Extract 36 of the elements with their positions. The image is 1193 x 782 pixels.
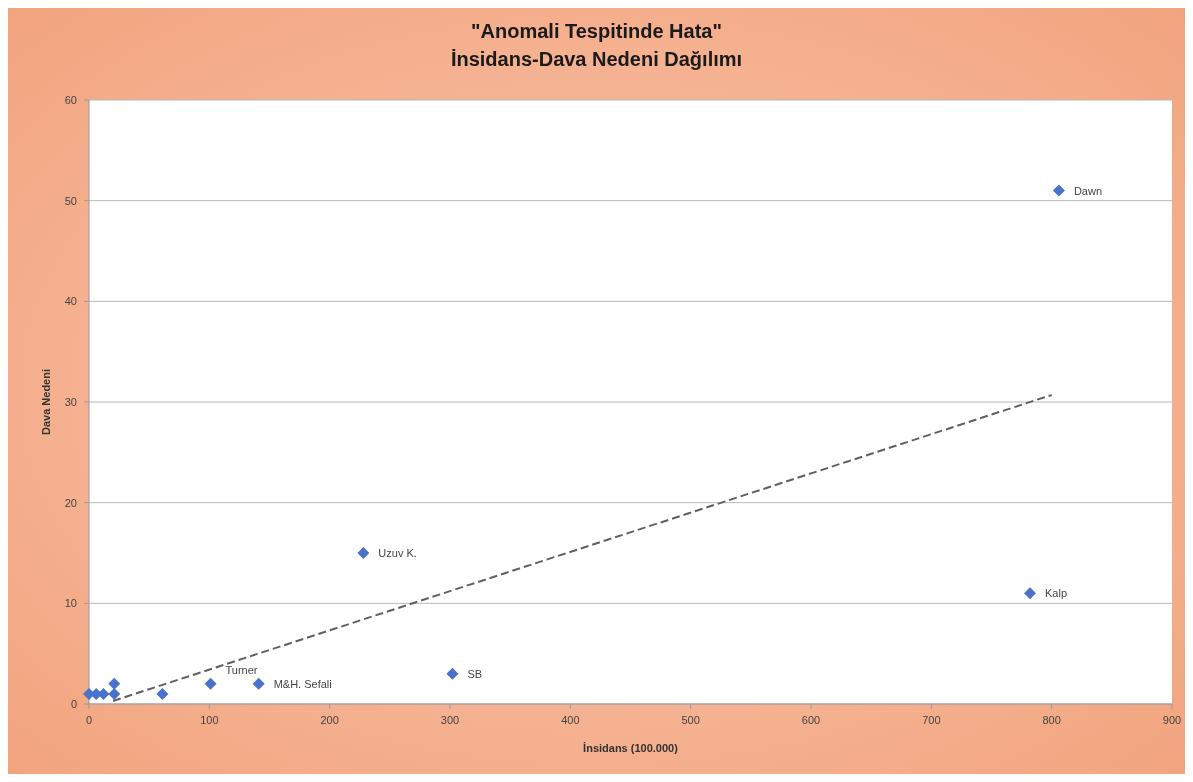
point bbox=[1052, 184, 1065, 197]
x-tick-label: 800 bbox=[1042, 714, 1061, 726]
x-tick-label: 600 bbox=[801, 714, 821, 726]
x-tick-label: 100 bbox=[200, 714, 219, 726]
annotation: Uzuv K. bbox=[378, 547, 417, 559]
point bbox=[108, 687, 121, 700]
chart-title: "Anomali Tespitinde Hata" bbox=[471, 20, 722, 42]
x-tick-label: 200 bbox=[320, 714, 339, 726]
point bbox=[108, 677, 121, 690]
point bbox=[252, 677, 265, 690]
y-tick-label: 50 bbox=[64, 194, 77, 207]
y-tick-label: 60 bbox=[64, 94, 77, 106]
point bbox=[446, 667, 459, 680]
annotation: M&H. Sefali bbox=[273, 677, 332, 690]
x-axis-title: İnsidans (100.000) bbox=[583, 742, 679, 754]
x-tick-label: 300 bbox=[440, 714, 460, 726]
x-tick-label: 900 bbox=[1162, 714, 1182, 726]
y-tick-label: 10 bbox=[64, 597, 77, 610]
annotation: Dawn bbox=[1073, 184, 1103, 197]
point bbox=[156, 687, 169, 700]
chart-subtitle: İnsidans-Dava Nedeni Dağılımı bbox=[450, 48, 743, 70]
point bbox=[357, 547, 370, 559]
y-tick-label: 20 bbox=[64, 496, 77, 509]
y-tick-label: 40 bbox=[64, 295, 77, 308]
point bbox=[1024, 587, 1037, 600]
x-tick-label: 400 bbox=[561, 714, 580, 726]
point bbox=[204, 677, 217, 690]
y-tick-label: 30 bbox=[64, 396, 77, 408]
annotation: Kalp bbox=[1045, 587, 1068, 600]
annotation: Turner bbox=[225, 663, 258, 676]
x-tick-label: 700 bbox=[922, 714, 941, 726]
y-axis-title: Dava Nedeni bbox=[40, 368, 52, 436]
y-tick-label: 0 bbox=[70, 698, 77, 710]
annotation: SB bbox=[467, 667, 483, 680]
x-tick-label: 0 bbox=[85, 714, 93, 726]
x-tick-label: 500 bbox=[681, 714, 700, 726]
